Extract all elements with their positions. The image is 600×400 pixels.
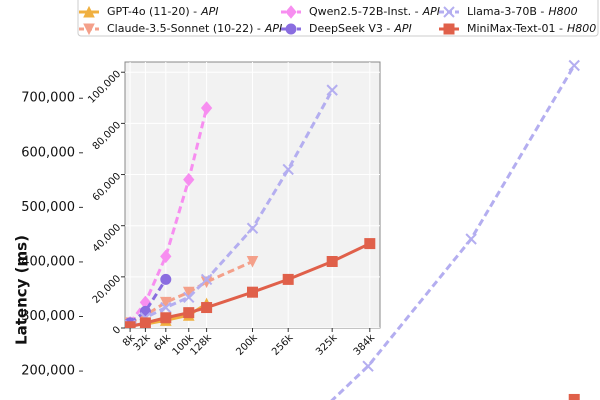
- marker: [326, 84, 338, 96]
- legend-marker: [285, 23, 297, 35]
- legend-label: Claude-3.5-Sonnet (10-22) - API: [107, 22, 282, 35]
- legend-label: GPT-4o (11-20) - API: [107, 5, 218, 18]
- y-tick-label: 20,000: [91, 273, 124, 306]
- marker: [364, 238, 376, 250]
- legend-label: Qwen2.5-72B-Inst. - API: [309, 5, 440, 18]
- y-tick-label: 500,000: [21, 200, 75, 215]
- x-tick-label: 256k: [270, 332, 296, 358]
- marker: [183, 291, 195, 304]
- y-tick-label: 700,000: [21, 91, 75, 106]
- marker: [182, 286, 195, 299]
- marker: [282, 273, 294, 285]
- inset-plot: [125, 62, 380, 328]
- legend-marker: [285, 5, 297, 19]
- marker: [160, 301, 172, 314]
- y-tick-label: 80,000: [91, 120, 124, 153]
- legend-marker: [83, 23, 95, 36]
- legend-tag: H800: [548, 5, 577, 18]
- y-tick-label: 0: [111, 324, 123, 336]
- series-line: [128, 107, 209, 324]
- legend-tag: API: [422, 5, 440, 18]
- y-tick-label: 200,000: [21, 364, 75, 379]
- legend-marker: [443, 6, 455, 18]
- marker: [326, 256, 338, 267]
- marker: [160, 273, 172, 285]
- marker: [160, 312, 172, 324]
- marker: [139, 317, 151, 328]
- series-line: [330, 64, 576, 400]
- marker: [160, 249, 172, 264]
- legend-tag: API: [264, 22, 282, 35]
- legend-name: Llama-3-70B -: [467, 5, 544, 18]
- y-tick-label: 100,000: [86, 69, 123, 106]
- series-line: [129, 278, 168, 325]
- legend-label: MiniMax-Text-01 - H800: [467, 22, 596, 35]
- x-tick-label: 200k: [234, 332, 260, 358]
- y-tick-label: 400,000: [21, 254, 75, 269]
- legend-tag: API: [200, 5, 218, 18]
- marker: [246, 256, 259, 268]
- y-tick-label: 60,000: [91, 171, 124, 204]
- marker: [183, 172, 195, 187]
- x-tick-label: 32k: [132, 332, 153, 353]
- marker: [200, 101, 213, 115]
- legend-marker: [83, 5, 95, 18]
- y-tick-label: 300,000: [21, 309, 75, 324]
- y-tick-label: 40,000: [91, 222, 124, 255]
- marker: [568, 59, 580, 72]
- legend-name: MiniMax-Text-01 -: [467, 22, 563, 35]
- legend-name: GPT-4o (11-20) -: [107, 5, 197, 18]
- legend-name: DeepSeek V3 -: [309, 22, 390, 35]
- marker: [183, 307, 195, 319]
- marker: [465, 233, 477, 245]
- marker: [201, 302, 213, 314]
- marker: [362, 360, 374, 372]
- marker: [246, 222, 259, 234]
- x-tick-label: 384k: [352, 332, 378, 358]
- legend-box: [77, 0, 599, 37]
- x-tick-label: 128k: [188, 332, 214, 358]
- legend-name: Claude-3.5-Sonnet (10-22) -: [107, 22, 261, 35]
- y-axis-label: Latency (ms): [13, 235, 31, 345]
- marker: [159, 296, 172, 309]
- marker: [282, 163, 294, 176]
- series-line: [129, 89, 334, 327]
- legend-label: DeepSeek V3 - API: [309, 22, 412, 35]
- legend-tag: API: [393, 22, 411, 35]
- marker: [247, 286, 258, 298]
- legend-name: Qwen2.5-72B-Inst. -: [309, 5, 419, 18]
- marker: [568, 393, 580, 400]
- main-plot: [330, 59, 580, 400]
- legend-tag: H800: [567, 22, 596, 35]
- legend-marker: [443, 23, 455, 35]
- main-axis: 200,000 300,000 400,000 500,000 600,000 700,0…: [21, 91, 83, 379]
- marker: [125, 321, 136, 328]
- legend-label: Llama-3-70B - H800: [467, 5, 578, 18]
- x-tick-label: 325k: [314, 332, 340, 358]
- y-tick-label: 600,000: [21, 145, 75, 160]
- marker: [200, 273, 213, 286]
